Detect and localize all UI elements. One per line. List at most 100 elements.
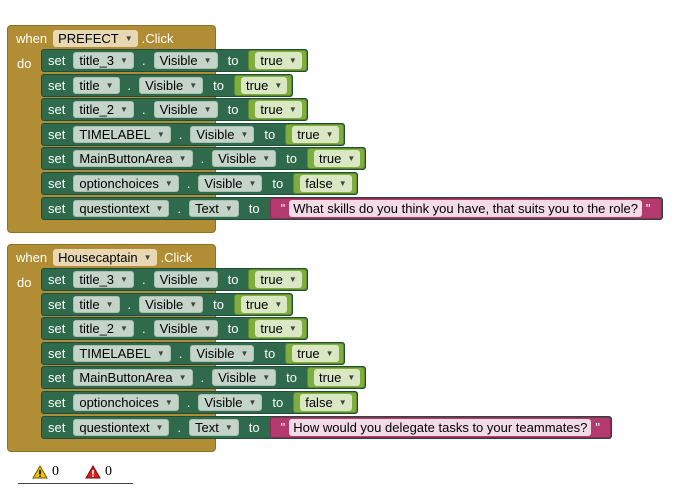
set-statement-title_2[interactable]: set title_2 ▼. Visible ▼ to true ▼	[41, 98, 308, 121]
boolean-dropdown[interactable]: false ▼	[300, 175, 352, 192]
set-statement-questiontext[interactable]: set questiontext ▼. Text ▼ to " What skills do …	[41, 197, 663, 220]
chevron-down-icon: ▼	[105, 300, 114, 309]
set-statement-title_3[interactable]: set title_3 ▼. Visible ▼ to true ▼	[41, 49, 308, 72]
component-dropdown[interactable]: title_3 ▼	[73, 271, 134, 288]
property-dropdown[interactable]: Visible ▼	[153, 320, 218, 337]
chevron-down-icon: ▼	[274, 300, 283, 309]
boolean-value-block[interactable]: true ▼	[248, 269, 307, 290]
component-dropdown[interactable]: title ▼	[73, 77, 120, 94]
boolean-dropdown[interactable]: false ▼	[300, 394, 352, 411]
boolean-value-block[interactable]: true ▼	[285, 124, 344, 145]
boolean-value-block[interactable]: false ▼	[293, 392, 357, 413]
property-dropdown[interactable]: Visible ▼	[153, 52, 218, 69]
set-statement-title_3[interactable]: set title_3 ▼. Visible ▼ to true ▼	[41, 268, 308, 291]
property-dropdown[interactable]: Visible ▼	[190, 345, 255, 362]
boolean-value-block[interactable]: true ▼	[233, 75, 293, 96]
event-header: when Housecaptain ▼ .Click	[8, 245, 198, 269]
to-keyword: to	[264, 346, 276, 361]
component-name: optionchoices	[79, 176, 159, 191]
property-dropdown[interactable]: Text ▼	[189, 419, 239, 436]
to-keyword: to	[248, 201, 260, 216]
property-dropdown[interactable]: Visible ▼	[153, 101, 218, 118]
boolean-value-block[interactable]: true ▼	[285, 343, 344, 364]
boolean-value-block[interactable]: false ▼	[293, 173, 357, 194]
chevron-down-icon: ▼	[155, 423, 164, 432]
component-dropdown[interactable]: title_2 ▼	[73, 101, 134, 118]
boolean-dropdown[interactable]: true ▼	[292, 126, 339, 143]
component-name: title	[79, 297, 100, 312]
component-dropdown[interactable]: MainButtonArea ▼	[73, 150, 193, 167]
set-statement-questiontext[interactable]: set questiontext ▼. Text ▼ to " How would you d…	[41, 416, 612, 439]
component-dropdown[interactable]: TIMELABEL ▼	[73, 345, 171, 362]
boolean-value-block[interactable]: true ▼	[306, 148, 366, 169]
dot-separator: .	[141, 272, 146, 287]
component-dropdown[interactable]: optionchoices ▼	[73, 394, 179, 411]
component-dropdown[interactable]: title_2 ▼	[73, 320, 134, 337]
dot-separator: .	[141, 102, 146, 117]
text-value-block[interactable]: " What skills do you think you have, that…	[269, 198, 662, 219]
close-quote: "	[595, 420, 600, 435]
set-statement-timelabel[interactable]: set TIMELABEL ▼. Visible ▼ to true ▼	[41, 123, 345, 146]
property-dropdown[interactable]: Text ▼	[189, 200, 239, 217]
property-dropdown[interactable]: Visible ▼	[153, 271, 218, 288]
chevron-down-icon: ▼	[120, 324, 128, 333]
warning-indicator[interactable]: 0 0	[32, 464, 112, 480]
property-name: Visible	[218, 370, 257, 385]
set-statement-mainbuttonarea[interactable]: set MainButtonArea ▼. Visible ▼ to true ▼	[41, 366, 367, 389]
boolean-dropdown[interactable]: true ▼	[255, 320, 302, 337]
property-dropdown[interactable]: Visible ▼	[212, 150, 277, 167]
property-dropdown[interactable]: Visible ▼	[139, 296, 204, 313]
component-name: MainButtonArea	[79, 370, 173, 385]
to-keyword: to	[286, 151, 297, 166]
component-dropdown-prefect[interactable]: PREFECT ▼	[53, 29, 138, 47]
component-dropdown[interactable]: optionchoices ▼	[73, 175, 179, 192]
boolean-value-block[interactable]: true ▼	[233, 294, 293, 315]
set-statement-mainbuttonarea[interactable]: set MainButtonArea ▼. Visible ▼ to true ▼	[41, 147, 367, 170]
boolean-dropdown[interactable]: true ▼	[313, 369, 361, 386]
boolean-dropdown[interactable]: true ▼	[240, 296, 288, 313]
boolean-dropdown[interactable]: true ▼	[255, 52, 302, 69]
set-statement-title_2[interactable]: set title_2 ▼. Visible ▼ to true ▼	[41, 317, 308, 340]
component-dropdown-housecaptain[interactable]: Housecaptain ▼	[53, 248, 157, 266]
component-dropdown[interactable]: questiontext ▼	[73, 200, 170, 217]
set-keyword: set	[48, 53, 66, 68]
boolean-dropdown[interactable]: true ▼	[313, 150, 361, 167]
set-statement-optionchoices[interactable]: set optionchoices ▼. Visible ▼ to false ▼	[41, 172, 358, 195]
property-dropdown[interactable]: Visible ▼	[212, 369, 277, 386]
chevron-down-icon: ▼	[105, 81, 114, 90]
boolean-value-block[interactable]: true ▼	[248, 50, 307, 71]
set-statement-timelabel[interactable]: set TIMELABEL ▼. Visible ▼ to true ▼	[41, 342, 345, 365]
chevron-down-icon: ▼	[143, 252, 152, 262]
property-dropdown[interactable]: Visible ▼	[198, 175, 263, 192]
boolean-dropdown[interactable]: true ▼	[292, 345, 339, 362]
component-name: title_3	[79, 53, 115, 68]
to-keyword: to	[227, 321, 239, 336]
boolean-value-block[interactable]: true ▼	[306, 367, 366, 388]
property-dropdown[interactable]: Visible ▼	[190, 126, 255, 143]
event-header: when PREFECT ▼ .Click	[8, 26, 198, 50]
text-string-field[interactable]: What skills do you think you have, that …	[289, 200, 642, 217]
boolean-dropdown[interactable]: true ▼	[255, 271, 302, 288]
boolean-value-block[interactable]: true ▼	[248, 99, 307, 120]
chevron-down-icon: ▼	[262, 154, 271, 163]
component-dropdown[interactable]: title ▼	[73, 296, 120, 313]
component-dropdown[interactable]: questiontext ▼	[73, 419, 170, 436]
chevron-down-icon: ▼	[288, 275, 297, 284]
component-dropdown[interactable]: MainButtonArea ▼	[73, 369, 193, 386]
chevron-down-icon: ▼	[156, 130, 165, 139]
text-value-block[interactable]: " How would you delegate tasks to your te…	[269, 417, 611, 438]
set-keyword: set	[48, 272, 66, 287]
component-dropdown[interactable]: TIMELABEL ▼	[73, 126, 171, 143]
set-statement-title[interactable]: set title ▼. Visible ▼ to true ▼	[41, 74, 294, 97]
property-dropdown[interactable]: Visible ▼	[139, 77, 204, 94]
set-statement-title[interactable]: set title ▼. Visible ▼ to true ▼	[41, 293, 294, 316]
dot-separator: .	[200, 370, 205, 385]
boolean-value-block[interactable]: true ▼	[248, 318, 307, 339]
boolean-dropdown[interactable]: true ▼	[240, 77, 288, 94]
chevron-down-icon: ▼	[262, 373, 271, 382]
component-dropdown[interactable]: title_3 ▼	[73, 52, 134, 69]
set-statement-optionchoices[interactable]: set optionchoices ▼. Visible ▼ to false ▼	[41, 391, 358, 414]
property-dropdown[interactable]: Visible ▼	[198, 394, 263, 411]
boolean-dropdown[interactable]: true ▼	[255, 101, 302, 118]
text-string-field[interactable]: How would you delegate tasks to your tea…	[289, 419, 592, 436]
